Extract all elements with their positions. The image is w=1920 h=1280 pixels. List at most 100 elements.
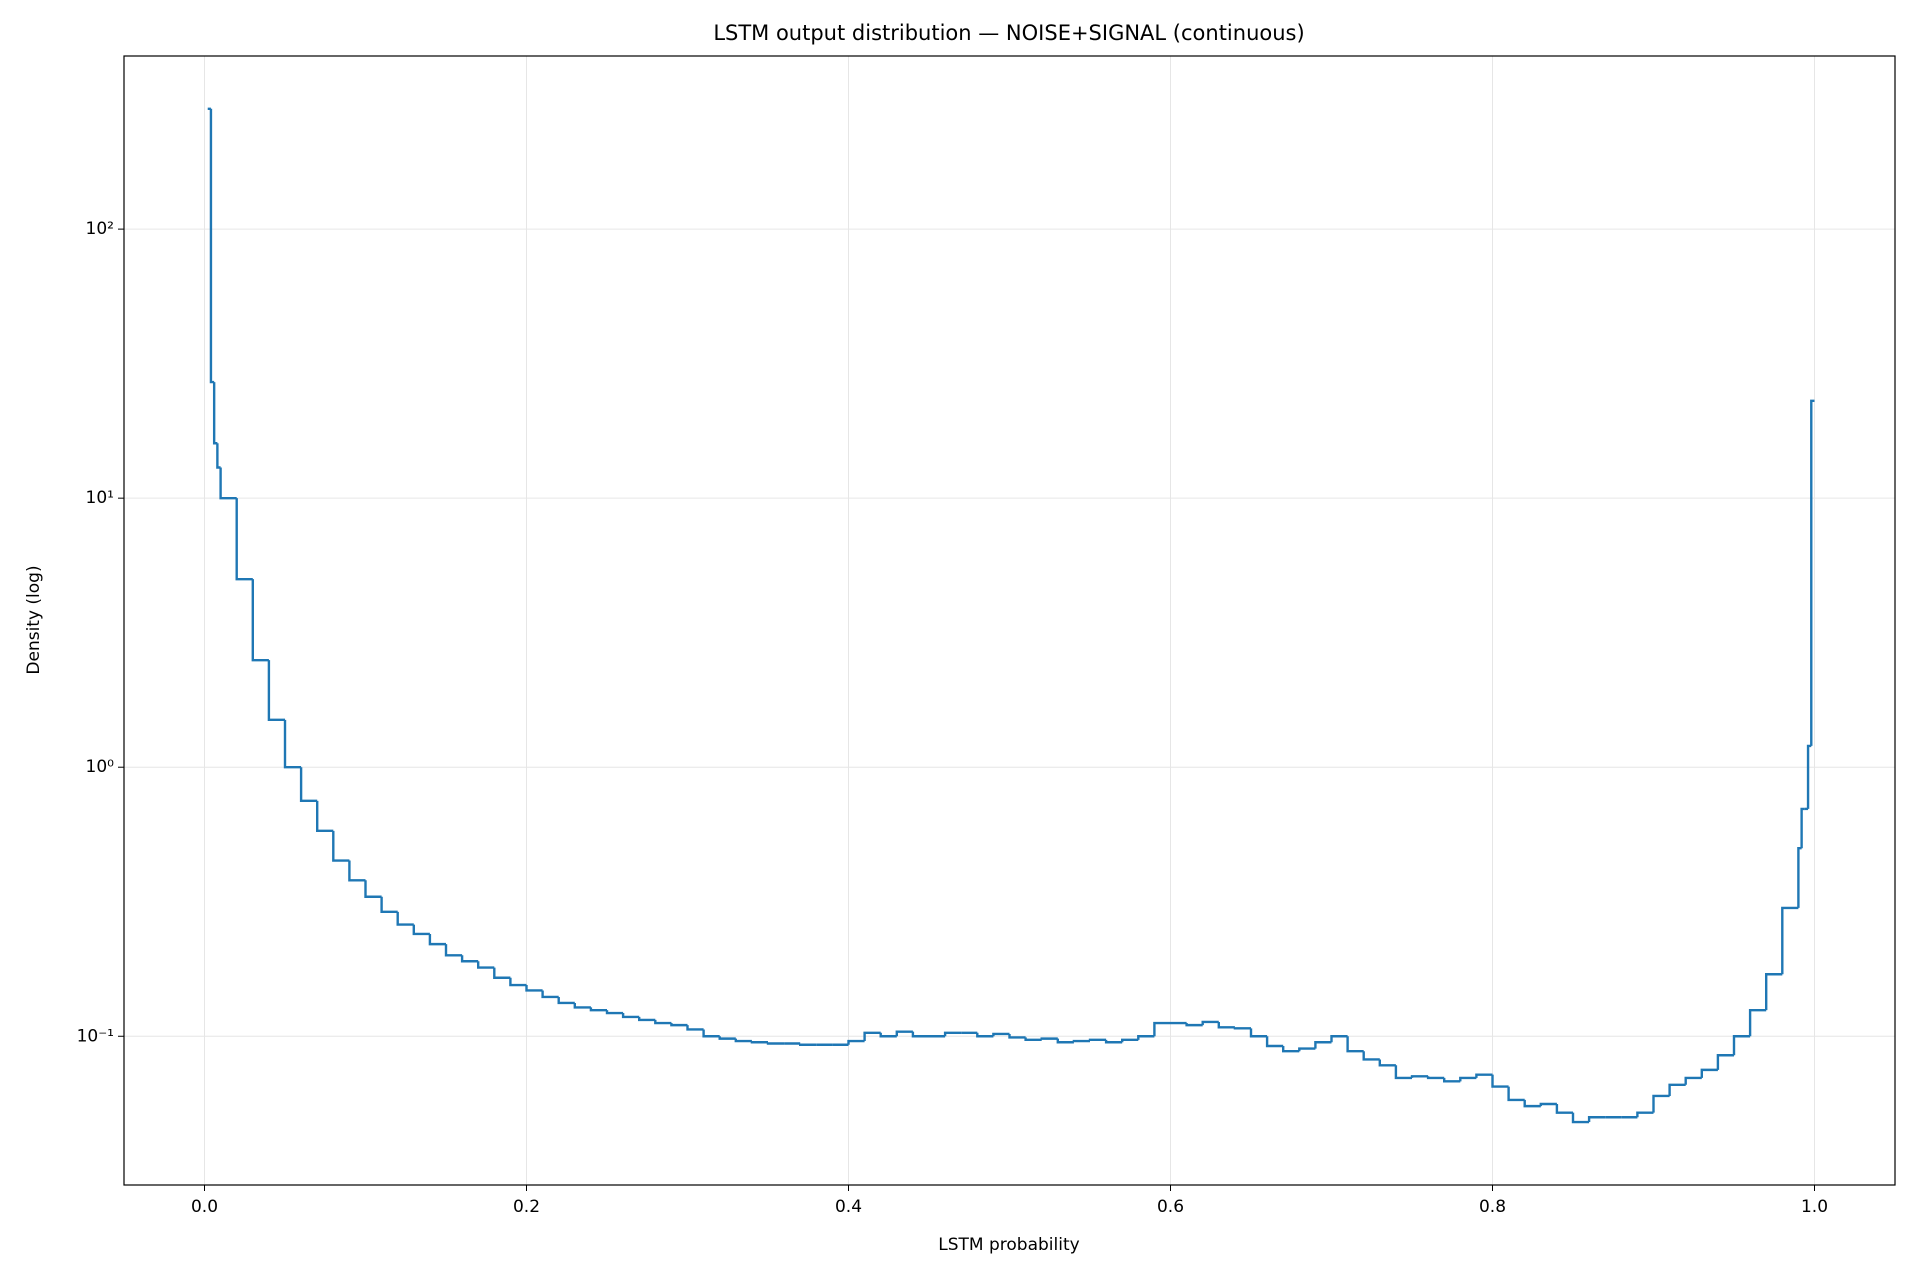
- histogram-step: [1475, 1073, 1493, 1078]
- y-tick-label: 10⁻¹: [77, 1026, 114, 1046]
- histogram-step: [251, 579, 269, 662]
- histogram-step: [267, 660, 285, 722]
- plot-frame: [123, 55, 1896, 1186]
- histogram-step: [686, 1025, 704, 1031]
- histogram-step: [573, 1002, 591, 1009]
- x-tick-label: 0.2: [513, 1197, 540, 1217]
- histogram-step: [638, 1016, 656, 1022]
- histogram-step: [1314, 1041, 1332, 1049]
- histogram-step: [525, 985, 543, 992]
- histogram-step: [1636, 1111, 1654, 1118]
- histogram-step: [396, 911, 414, 926]
- histogram-step: [1282, 1046, 1300, 1053]
- histogram-step: [992, 1032, 1010, 1037]
- histogram-step: [895, 1030, 913, 1037]
- x-tick-label: 0.8: [1479, 1197, 1506, 1217]
- histogram-step: [1716, 1054, 1734, 1070]
- histogram-step: [1346, 1036, 1364, 1053]
- histogram-step: [283, 719, 302, 769]
- histogram-step: [1265, 1036, 1284, 1048]
- histogram-step: [235, 498, 253, 581]
- histogram-step: [1765, 973, 1783, 1011]
- histogram-step: [1523, 1099, 1541, 1108]
- histogram-step: [1806, 744, 1812, 809]
- histogram-step: [605, 1010, 624, 1015]
- histogram-step: [1426, 1076, 1445, 1080]
- histogram-step: [380, 896, 398, 914]
- x-axis-label: LSTM probability: [938, 1235, 1079, 1255]
- histogram-step: [1668, 1083, 1686, 1096]
- histogram-step: [1088, 1038, 1107, 1042]
- histogram-step: [621, 1013, 640, 1019]
- histogram-step: [943, 1031, 962, 1037]
- y-tick-label: 10¹: [86, 488, 114, 508]
- x-tick-label: 0.0: [191, 1197, 218, 1217]
- histogram-step: [847, 1039, 865, 1045]
- histogram-step: [444, 944, 463, 957]
- histogram-step: [589, 1007, 607, 1012]
- histogram-step: [1781, 906, 1799, 975]
- x-tick-label: 0.6: [1157, 1197, 1184, 1217]
- histogram-step: [1185, 1023, 1203, 1027]
- histogram-step: [1810, 399, 1815, 746]
- histogram-step: [1652, 1094, 1670, 1113]
- histogram-step: [1121, 1038, 1139, 1043]
- histogram-step: [1378, 1059, 1396, 1067]
- histogram-step: [557, 996, 575, 1005]
- histogram-step: [477, 961, 495, 969]
- histogram-step: [1800, 807, 1805, 849]
- histogram-step: [1137, 1035, 1155, 1040]
- histogram-step: [332, 830, 350, 862]
- histogram-step: [412, 924, 430, 936]
- histogram-step: [1056, 1038, 1074, 1044]
- histogram-step: [1571, 1112, 1590, 1124]
- histogram-step: [702, 1029, 720, 1038]
- histogram-step: [654, 1019, 672, 1025]
- x-tick-label: 1.0: [1801, 1197, 1828, 1217]
- histogram-step: [428, 933, 446, 946]
- histogram-step: [212, 382, 218, 445]
- histogram-step: [1459, 1076, 1477, 1082]
- histogram-step: [299, 767, 318, 803]
- histogram-step: [1732, 1035, 1751, 1056]
- histogram-step: [799, 1043, 817, 1046]
- histogram-step: [509, 977, 527, 987]
- histogram-step: [1362, 1051, 1380, 1061]
- histogram-step: [348, 860, 366, 882]
- y-axis-label: Density (log): [24, 565, 44, 674]
- histogram-step: [911, 1031, 929, 1038]
- histogram-step: [1491, 1074, 1509, 1088]
- histogram-step: [1684, 1076, 1702, 1085]
- histogram-step: [1040, 1037, 1058, 1040]
- histogram-step: [1153, 1021, 1171, 1037]
- histogram-step: [976, 1032, 994, 1038]
- histogram-step: [1507, 1086, 1525, 1102]
- histogram-step: [493, 967, 511, 979]
- y-tick-label: 10²: [86, 219, 114, 239]
- histogram-step: [1217, 1021, 1235, 1029]
- histogram-step: [1249, 1028, 1268, 1038]
- histogram-step: [1700, 1068, 1718, 1078]
- histogram-step: [1298, 1047, 1316, 1052]
- histogram-step: [879, 1032, 897, 1038]
- y-tick-label: 10⁰: [86, 757, 115, 777]
- histogram-step: [1104, 1039, 1123, 1044]
- histogram-step: [1008, 1033, 1026, 1039]
- histogram-step: [1024, 1037, 1042, 1042]
- histogram-step: [1539, 1102, 1557, 1107]
- histogram-step: [1587, 1116, 1606, 1123]
- histogram-step: [734, 1038, 752, 1043]
- histogram-step: [216, 443, 221, 469]
- histogram-step: [1072, 1039, 1090, 1043]
- histogram-step: [670, 1023, 688, 1027]
- histogram-step: [209, 108, 215, 384]
- histogram-step: [1201, 1020, 1219, 1026]
- histogram-step: [1394, 1065, 1412, 1080]
- histogram-step: [1233, 1027, 1251, 1030]
- histogram-step: [1410, 1075, 1429, 1078]
- histogram-step: [766, 1042, 785, 1045]
- histogram-step: [1797, 847, 1802, 908]
- x-tick-label: 0.4: [835, 1197, 862, 1217]
